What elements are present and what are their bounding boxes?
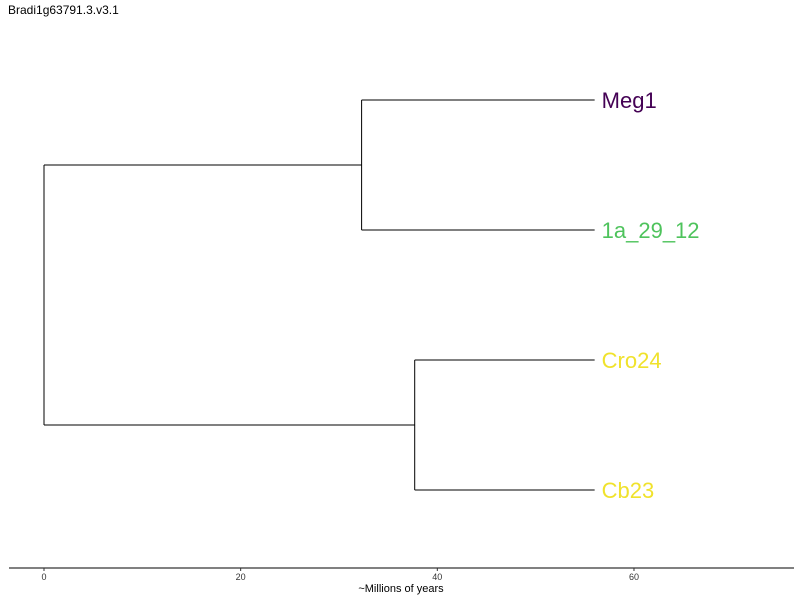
x-tick-label: 20 <box>236 572 246 582</box>
x-tick-label: 0 <box>41 572 46 582</box>
tip-label: Meg1 <box>602 88 657 113</box>
tree-tip-labels: Meg1 1a_29_12 Cro24 Cb23 <box>602 88 700 503</box>
x-axis-ticks: 0 20 40 60 <box>41 568 639 582</box>
x-axis: 0 20 40 60 ~Millions of years <box>9 567 794 595</box>
tip-label: Cro24 <box>602 348 662 373</box>
x-tick-label: 40 <box>432 572 442 582</box>
tip-label: Cb23 <box>602 478 655 503</box>
tip-label: 1a_29_12 <box>602 218 700 243</box>
x-axis-title: ~Millions of years <box>358 583 444 595</box>
tree-branches <box>43 99 595 491</box>
x-tick-label: 60 <box>629 572 639 582</box>
figure-title: Bradi1g63791.3.v3.1 <box>8 3 119 17</box>
